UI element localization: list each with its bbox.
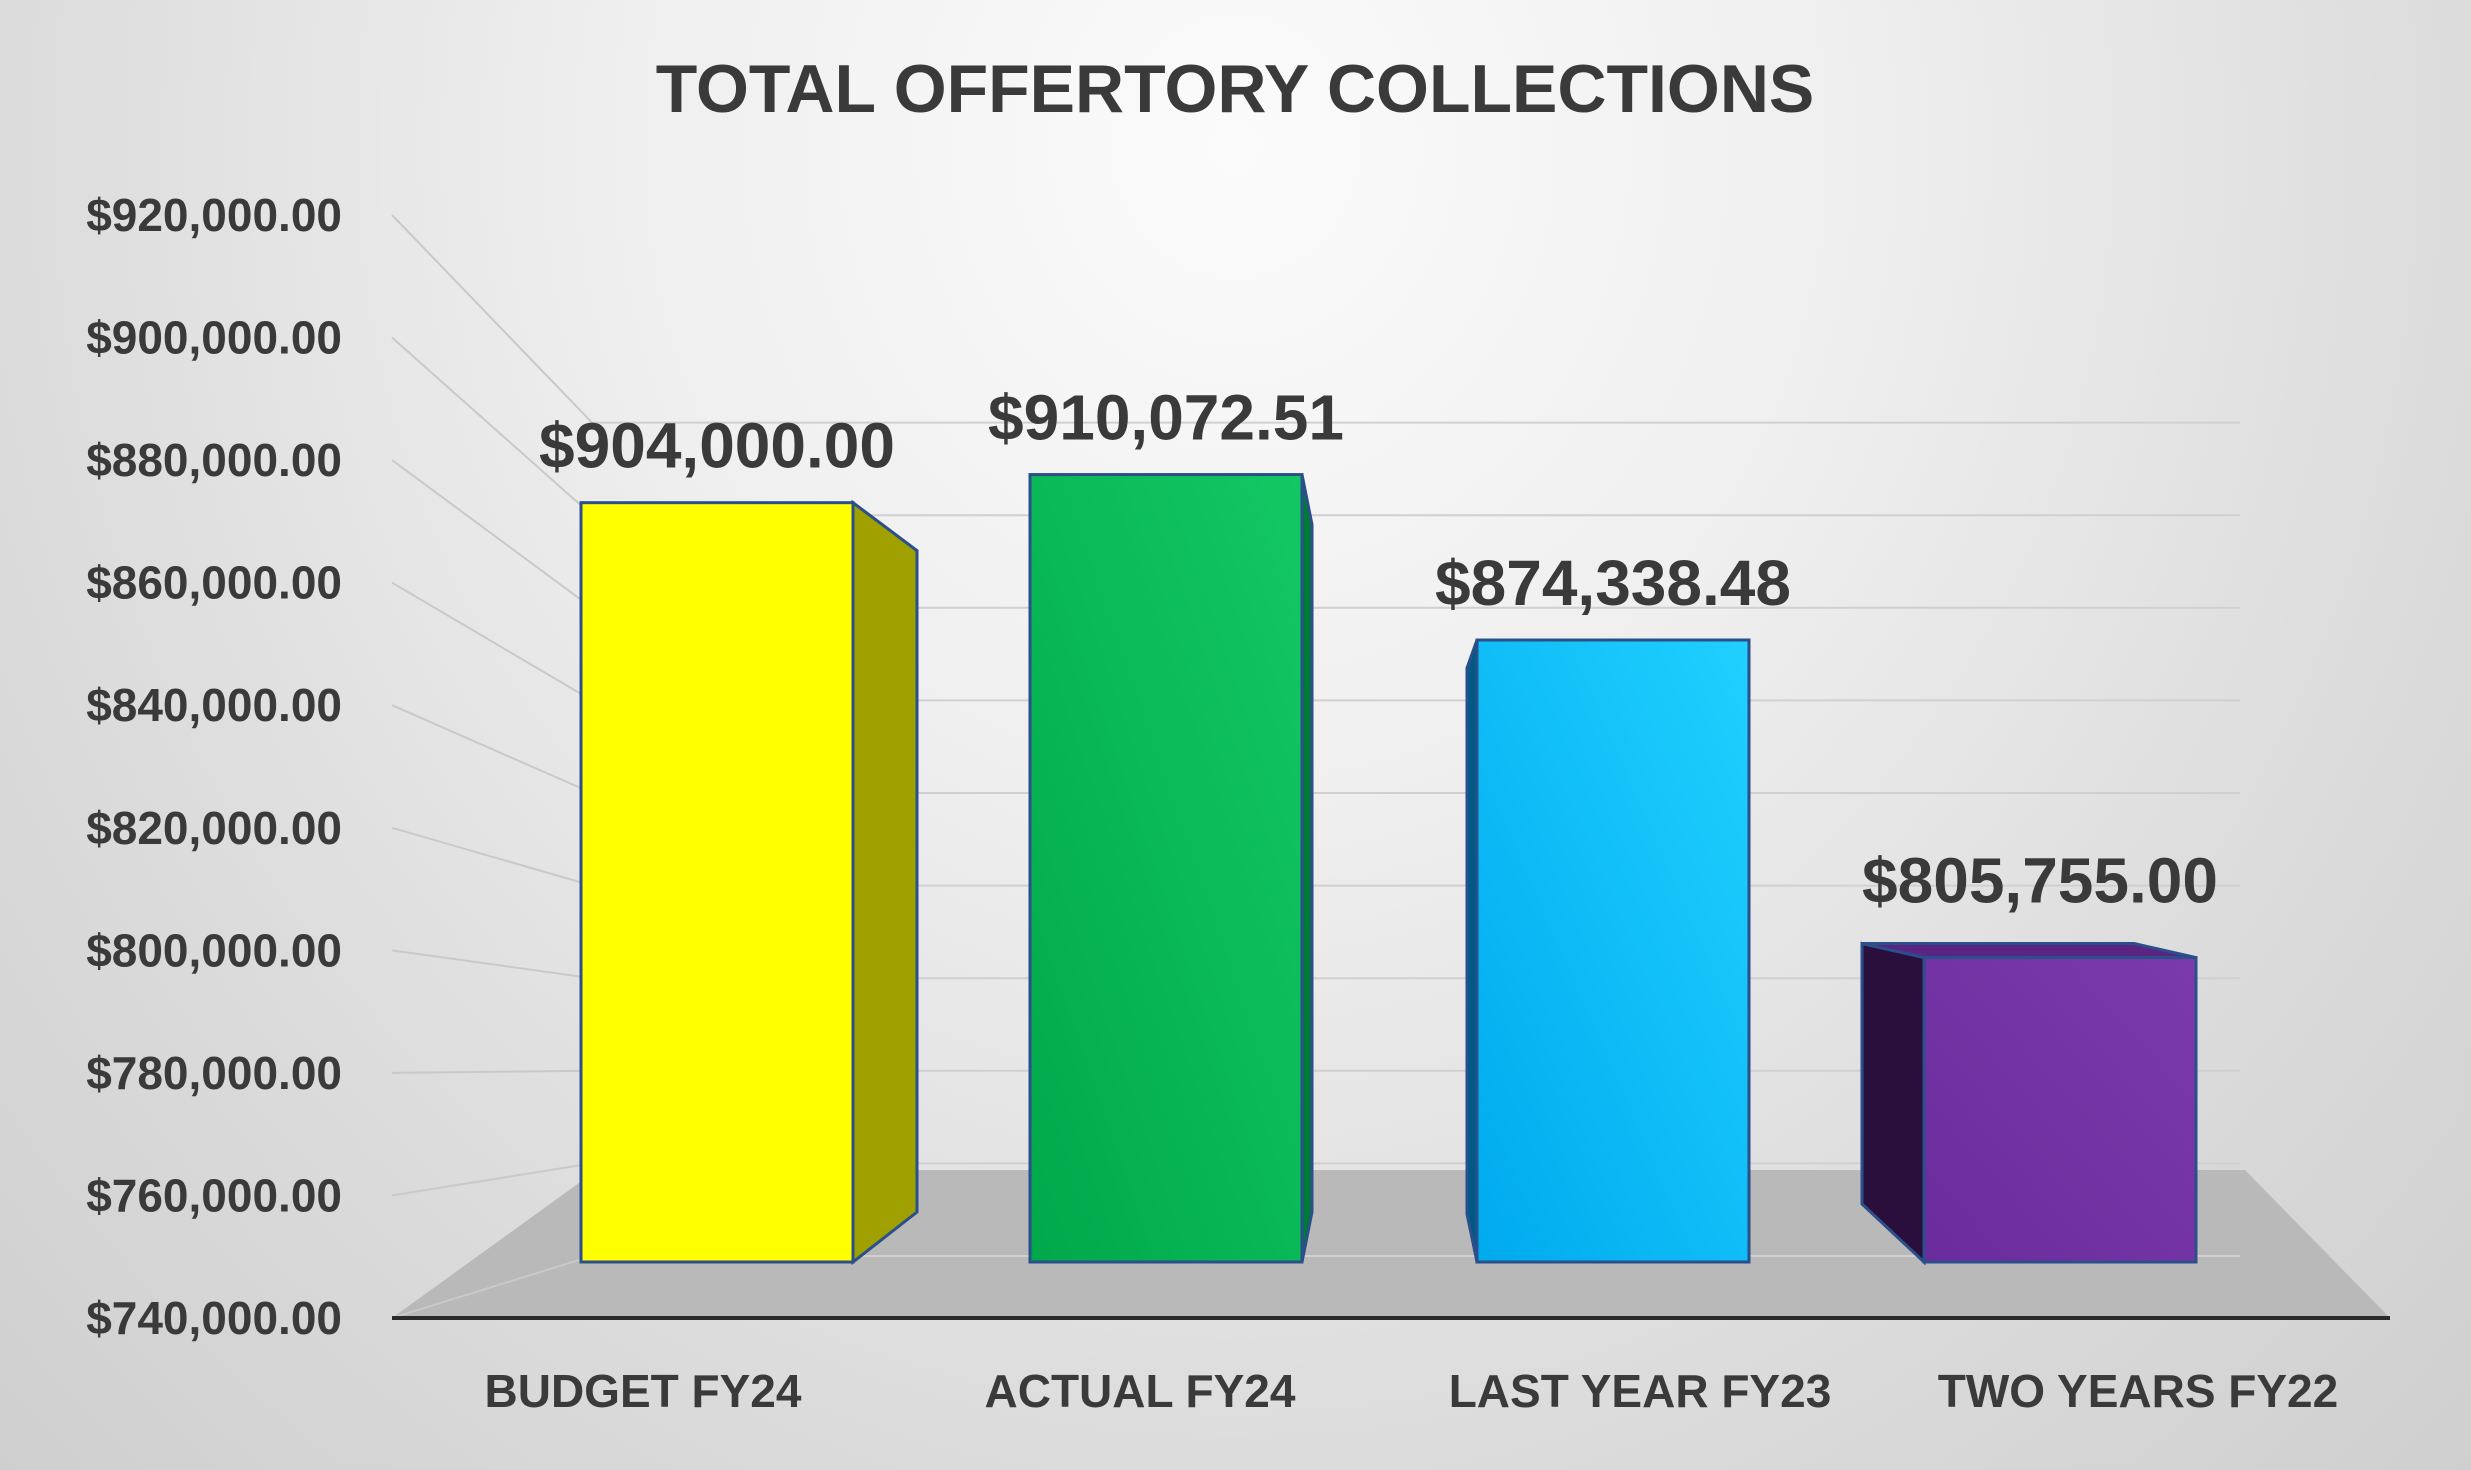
bar: [1465, 638, 1751, 1264]
x-tick-label: TWO YEARS FY22: [1938, 1365, 2338, 1417]
x-tick-label: LAST YEAR FY23: [1449, 1365, 1832, 1417]
bar-front-face: [1475, 638, 1751, 1264]
bar: [1028, 473, 1314, 1264]
gridline-left: [391, 1069, 593, 1074]
data-label: $874,338.48: [1435, 547, 1791, 619]
data-label: $904,000.00: [539, 410, 895, 482]
data-label: $805,755.00: [1862, 845, 2218, 917]
bar-front-face: [579, 501, 855, 1264]
x-tick-label: BUDGET FY24: [485, 1365, 802, 1417]
gridline-left: [391, 459, 593, 609]
bar-top-face: [1861, 942, 2197, 960]
gridline-left: [391, 1255, 593, 1319]
x-tick-label: ACTUAL FY24: [985, 1365, 1296, 1417]
bar-side-face: [851, 499, 919, 1266]
bar-front-face: [1922, 956, 2198, 1264]
labels: $740,000.00 $760,000.00 $780,000.00 $800,00…: [86, 189, 2338, 1417]
gridline-left: [391, 214, 593, 424]
y-tick-label: $920,000.00: [86, 189, 342, 241]
bar: [579, 499, 919, 1266]
y-tick-label: $780,000.00: [86, 1047, 342, 1099]
y-tick-label: $800,000.00: [86, 924, 342, 976]
y-tick-label: $740,000.00: [86, 1292, 342, 1344]
chart-title: TOTAL OFFERTORY COLLECTIONS: [656, 51, 1815, 127]
bars: [579, 473, 2198, 1266]
y-tick-label: $760,000.00: [86, 1169, 342, 1221]
gridline-left: [391, 1162, 593, 1197]
y-tick-label: $840,000.00: [86, 679, 342, 731]
y-tick-label: $880,000.00: [86, 434, 342, 486]
data-label: $910,072.51: [988, 382, 1344, 454]
bar: [1860, 941, 2198, 1266]
y-tick-label: $860,000.00: [86, 557, 342, 609]
y-tick-label: $820,000.00: [86, 802, 342, 854]
gridline-left: [391, 336, 593, 516]
bar-front-face: [1028, 473, 1304, 1264]
y-tick-label: $900,000.00: [86, 312, 342, 364]
gridline-left: [391, 826, 593, 887]
gridline-left: [391, 581, 593, 702]
gridline-left: [391, 949, 593, 980]
bar-side-face: [1860, 941, 1926, 1266]
gridline-left: [391, 704, 593, 794]
